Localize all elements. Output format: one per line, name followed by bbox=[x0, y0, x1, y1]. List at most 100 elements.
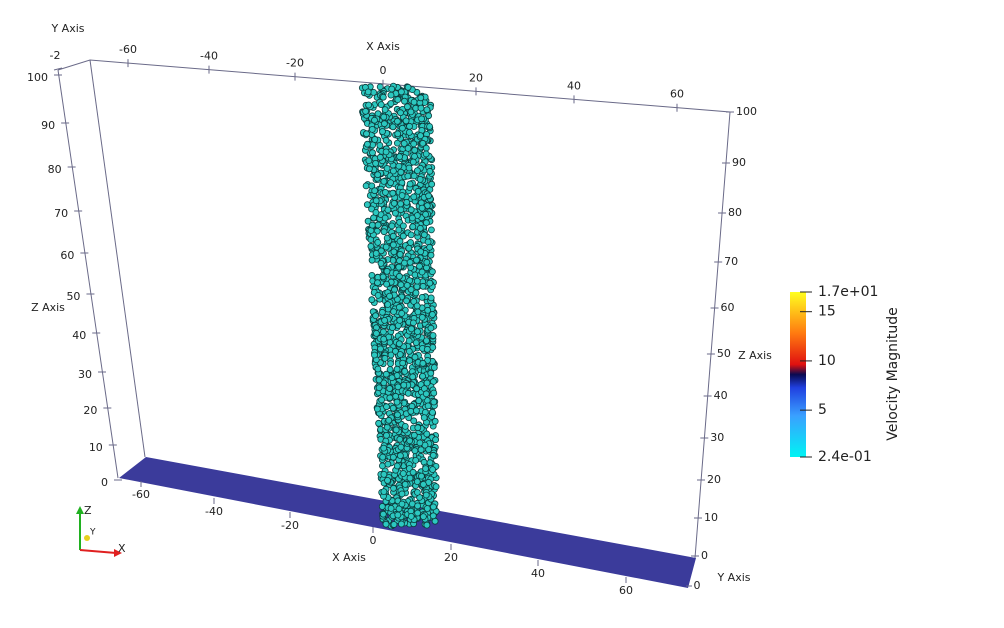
particle bbox=[401, 97, 408, 105]
particle bbox=[427, 369, 435, 377]
particle bbox=[384, 301, 392, 308]
z-tick-label: 0 bbox=[101, 476, 108, 489]
particle bbox=[412, 407, 420, 415]
particle bbox=[427, 294, 435, 302]
particle bbox=[407, 206, 415, 214]
particle bbox=[414, 502, 422, 510]
particle bbox=[387, 91, 395, 99]
z-tick-label: 60 bbox=[60, 249, 74, 262]
box-edge bbox=[89, 59, 146, 458]
particle bbox=[382, 243, 390, 251]
particle bbox=[396, 351, 404, 358]
particle bbox=[394, 411, 401, 419]
particle bbox=[401, 259, 408, 267]
particle bbox=[363, 140, 371, 148]
particle bbox=[423, 106, 431, 114]
particle bbox=[405, 244, 413, 252]
particle bbox=[411, 353, 419, 361]
colorbar-label: 5 bbox=[818, 402, 827, 418]
particle bbox=[382, 136, 390, 144]
particle bbox=[417, 472, 425, 480]
particle bbox=[398, 124, 406, 132]
particle bbox=[378, 308, 386, 316]
particle bbox=[413, 302, 421, 310]
particle bbox=[407, 231, 415, 239]
particle bbox=[423, 521, 431, 529]
particle bbox=[374, 279, 381, 287]
particle bbox=[375, 384, 383, 392]
particle bbox=[380, 113, 388, 121]
particle bbox=[426, 167, 434, 175]
z-tick-label: 100 bbox=[27, 71, 48, 84]
x-tick-label: -40 bbox=[200, 50, 218, 63]
particle bbox=[392, 392, 400, 400]
particle bbox=[407, 407, 415, 415]
particle bbox=[394, 383, 402, 391]
particle bbox=[386, 385, 394, 392]
particle bbox=[403, 297, 410, 305]
particle bbox=[398, 192, 406, 199]
particle bbox=[416, 175, 424, 183]
particle bbox=[422, 210, 430, 218]
particle bbox=[432, 436, 440, 444]
particle bbox=[416, 224, 424, 232]
x-tick-label: -20 bbox=[281, 519, 299, 532]
particle bbox=[389, 123, 397, 131]
particle bbox=[374, 238, 382, 246]
x-tick-label: 60 bbox=[619, 584, 633, 597]
particle bbox=[379, 453, 387, 461]
particle bbox=[422, 390, 430, 398]
particle bbox=[381, 354, 389, 362]
particle bbox=[389, 404, 397, 412]
z-tick-label: 80 bbox=[728, 206, 742, 219]
particle bbox=[382, 520, 390, 528]
particle bbox=[368, 125, 376, 133]
particle bbox=[386, 292, 394, 300]
particle bbox=[410, 417, 418, 425]
particle bbox=[406, 180, 414, 188]
tick-mark bbox=[53, 67, 63, 71]
particle bbox=[427, 226, 435, 234]
particle bbox=[423, 258, 431, 266]
particle bbox=[425, 112, 433, 120]
particle bbox=[371, 351, 378, 359]
particle bbox=[412, 339, 420, 347]
particle bbox=[423, 345, 431, 353]
particle bbox=[429, 503, 437, 511]
particle bbox=[385, 416, 393, 424]
z-tick-label: 50 bbox=[717, 347, 731, 360]
particle bbox=[390, 308, 398, 316]
particle bbox=[384, 206, 392, 214]
particle bbox=[426, 243, 434, 251]
particle bbox=[380, 444, 388, 452]
particle bbox=[422, 491, 430, 499]
particle bbox=[372, 209, 380, 216]
x-tick-label: 40 bbox=[567, 79, 581, 92]
particle bbox=[422, 465, 430, 473]
colorbar bbox=[790, 292, 806, 457]
particle bbox=[384, 476, 391, 484]
particle bbox=[410, 172, 418, 180]
x-tick-label: 40 bbox=[531, 567, 545, 580]
particle bbox=[430, 389, 438, 397]
particle bbox=[380, 488, 388, 496]
particle bbox=[381, 316, 389, 324]
particle bbox=[383, 280, 391, 288]
colorbar-label: 2.4e-01 bbox=[818, 449, 872, 465]
particle bbox=[394, 130, 402, 138]
particle bbox=[372, 197, 380, 205]
particle bbox=[372, 312, 380, 320]
particle bbox=[407, 108, 415, 116]
particle bbox=[362, 107, 370, 115]
orient-y bbox=[84, 535, 90, 541]
particle bbox=[397, 281, 405, 289]
particle bbox=[398, 309, 406, 317]
particle bbox=[413, 283, 421, 291]
particle bbox=[429, 408, 436, 416]
particle bbox=[394, 511, 402, 519]
axis-title: X Axis bbox=[332, 551, 366, 564]
particle bbox=[403, 198, 411, 206]
particle bbox=[403, 281, 411, 289]
particle bbox=[426, 279, 434, 287]
particle bbox=[375, 419, 383, 427]
